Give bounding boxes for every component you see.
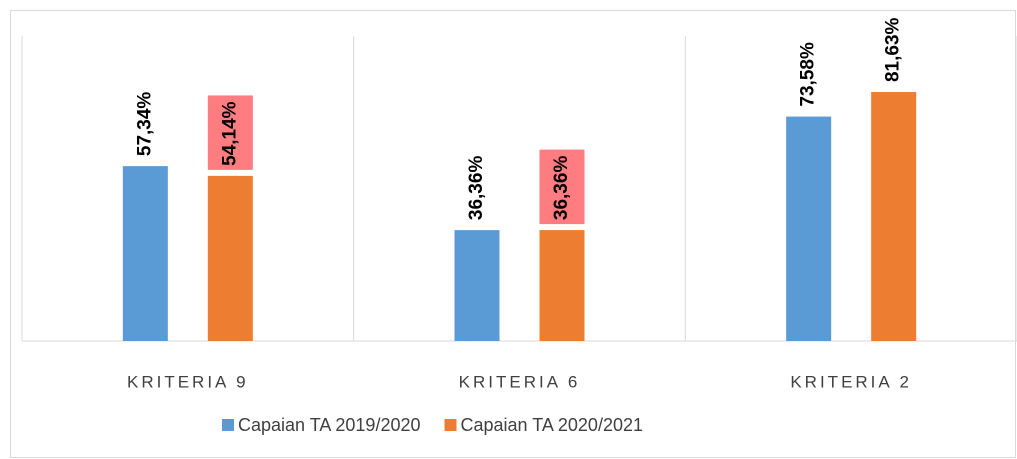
value-label: 57,34% <box>134 92 155 157</box>
legend-swatch <box>222 419 234 431</box>
value-label: 81,63% <box>883 17 904 82</box>
x-tick-label: KRITERIA 2 <box>790 372 912 391</box>
bar <box>454 230 500 341</box>
value-label-box <box>539 149 585 225</box>
value-label: 36,36% <box>551 156 572 221</box>
legend-label: Capaian TA 2020/2021 <box>461 415 644 435</box>
x-tick-label: KRITERIA 6 <box>459 372 581 391</box>
x-tick-label: KRITERIA 9 <box>127 372 249 391</box>
legend-label: Capaian TA 2019/2020 <box>238 415 421 435</box>
bar <box>122 166 168 341</box>
bar <box>786 116 832 342</box>
bar <box>539 230 585 341</box>
value-label: 36,36% <box>466 156 487 221</box>
legend-swatch <box>444 419 457 431</box>
chart-border <box>10 10 1016 458</box>
bar <box>871 92 917 341</box>
value-label: 54,14% <box>219 101 240 166</box>
bar <box>207 175 253 341</box>
value-label-box <box>207 95 253 170</box>
value-label: 73,58% <box>798 42 819 107</box>
